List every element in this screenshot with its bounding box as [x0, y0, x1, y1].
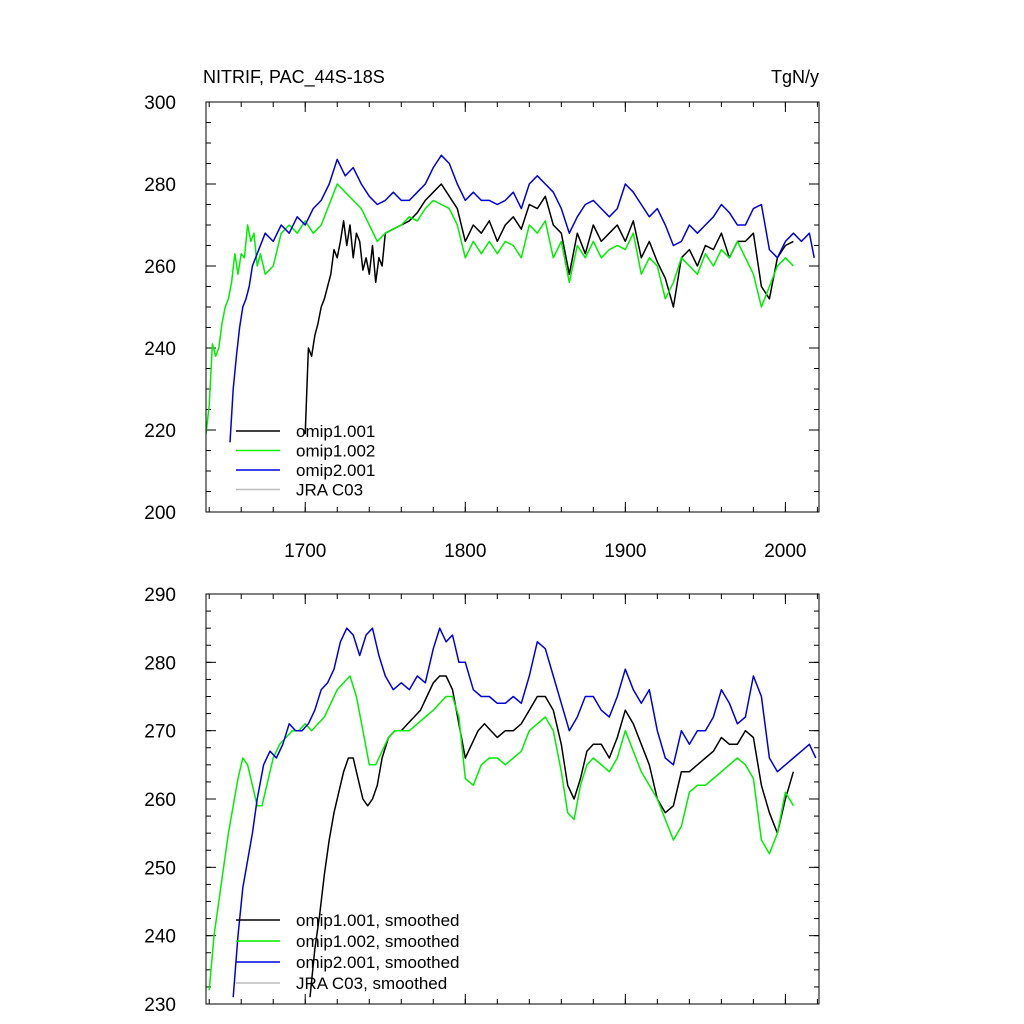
- legend-label: omip1.001: [296, 422, 375, 441]
- y-tick-label: 280: [144, 653, 176, 674]
- y-tick-label: 280: [144, 175, 176, 196]
- y-tick-label: 240: [144, 339, 176, 360]
- legend-label: omip2.001: [296, 461, 375, 480]
- y-tick-label: 260: [144, 790, 176, 811]
- bottom-chart-frame: [205, 593, 820, 1005]
- x-tick-label: 1800: [444, 541, 486, 562]
- x-tick-label: 1900: [604, 541, 646, 562]
- bottom-chart-series: [208, 627, 817, 998]
- series-line-omip1-002: [208, 675, 795, 991]
- series-line-omip2-001: [229, 154, 815, 443]
- y-tick-label: 240: [144, 927, 176, 948]
- y-tick-label: 220: [144, 421, 176, 442]
- legend-label: JRA C03: [296, 481, 363, 500]
- y-tick-label: 290: [144, 585, 176, 606]
- series-line-omip1-002: [206, 183, 794, 435]
- x-tick-label: 2000: [764, 541, 806, 562]
- bottom-chart-legend: omip1.001, smoothed omip1.002, smoothed om…: [236, 911, 460, 993]
- y-tick-label: 250: [144, 858, 176, 879]
- y-tick-label: 270: [144, 722, 176, 743]
- chart-title: NITRIF, PAC_44S-18S: [203, 67, 385, 88]
- y-tick-label: 260: [144, 257, 176, 278]
- legend-label: omip2.001, smoothed: [296, 953, 460, 972]
- top-chart-panel: NITRIF, PAC_44S-18S TgN/y 200 220 240 260 28…: [144, 67, 820, 562]
- legend-label: omip1.002: [296, 442, 375, 461]
- y-tick-label: 230: [144, 995, 176, 1016]
- legend-label: omip1.002, smoothed: [296, 932, 460, 951]
- series-line-omip2-001: [232, 627, 817, 998]
- y-tick-label: 300: [144, 93, 176, 114]
- top-chart-ticks: 200 220 240 260 280 300 1700 1800 1900 2000: [144, 93, 819, 562]
- series-line-omip1-001: [304, 183, 794, 435]
- legend-label: JRA C03, smoothed: [296, 974, 447, 993]
- bottom-chart-panel: 230 240 250 260 270 280 290 omip1.001, smoothe…: [144, 585, 820, 1016]
- top-chart-series: [206, 154, 815, 443]
- y-tick-label: 200: [144, 503, 176, 524]
- bottom-chart-ticks: 230 240 250 260 270 280 290: [144, 585, 819, 1016]
- series-line-omip1-001: [309, 675, 795, 998]
- chart-units: TgN/y: [771, 67, 819, 87]
- x-tick-label: 1700: [284, 541, 326, 562]
- top-chart-frame: [205, 101, 820, 513]
- legend-label: omip1.001, smoothed: [296, 911, 460, 930]
